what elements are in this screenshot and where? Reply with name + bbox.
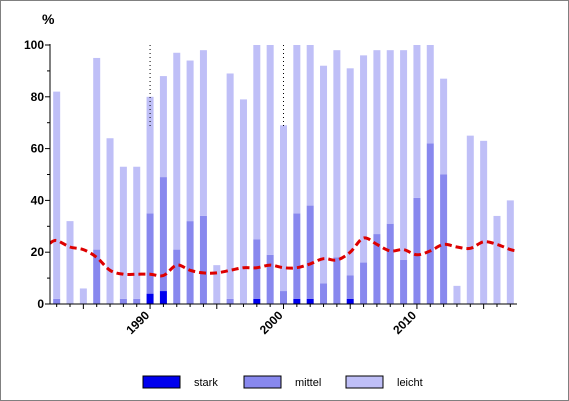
bar-stark-2002 (306, 298, 314, 304)
bar-leicht-1983 (53, 91, 61, 299)
trend-layer (49, 236, 518, 278)
legend: stark mittel leicht (142, 375, 423, 389)
bar-mittel-1986 (93, 249, 101, 304)
bar-stark-1990 (146, 293, 154, 304)
x-tick-label: 2000 (257, 308, 286, 337)
y-tick-label: 0 (37, 297, 44, 311)
dotted-markers-layer (149, 45, 284, 128)
bars-layer (53, 45, 514, 304)
bar-leicht-1984 (66, 221, 74, 304)
bar-leicht-1986 (93, 57, 101, 250)
y-tick-label: 100 (24, 38, 44, 52)
bar-leicht-1990 (146, 96, 154, 214)
bar-leicht-2017 (506, 200, 514, 304)
bar-stark-1998 (253, 298, 261, 304)
legend-swatch-leicht (345, 375, 384, 389)
bar-mittel-1999 (266, 254, 274, 304)
bar-mittel-1993 (186, 221, 194, 304)
bar-leicht-2008 (386, 50, 394, 224)
bar-mittel-2005 (346, 275, 354, 299)
bar-mittel-1988 (119, 298, 127, 304)
bar-leicht-1991 (159, 76, 167, 178)
bar-leicht-1992 (173, 52, 181, 250)
bar-mittel-1992 (173, 249, 181, 304)
bar-mittel-2009 (400, 259, 408, 304)
bar-leicht-2001 (293, 45, 301, 214)
x-tick-label: 2010 (390, 308, 419, 337)
bar-mittel-1996 (226, 298, 234, 304)
bar-mittel-2012 (440, 174, 448, 304)
bar-leicht-2009 (400, 50, 408, 260)
bar-leicht-1998 (253, 45, 261, 240)
bar-mittel-2007 (373, 234, 381, 304)
bar-leicht-2007 (373, 50, 381, 235)
legend-swatch-mittel (243, 375, 282, 389)
bar-leicht-1985 (79, 288, 87, 304)
bar-leicht-2016 (493, 215, 501, 304)
bar-mittel-1983 (53, 298, 61, 304)
bar-leicht-1996 (226, 73, 234, 299)
bar-leicht-1989 (133, 166, 141, 299)
bar-mittel-2004 (333, 257, 341, 304)
bar-leicht-2015 (480, 140, 488, 304)
bar-mittel-1990 (146, 213, 154, 294)
legend-label-leicht: leicht (397, 377, 423, 389)
bar-mittel-1989 (133, 298, 141, 304)
x-tick-label: 1990 (123, 308, 152, 337)
legend-label-stark: stark (194, 377, 218, 389)
bar-mittel-1994 (199, 215, 207, 304)
legend-label-mittel: mittel (295, 377, 321, 389)
bar-leicht-1987 (106, 138, 114, 304)
bar-leicht-1994 (199, 50, 207, 216)
bar-leicht-2004 (333, 50, 341, 258)
y-tick-label: 40 (31, 193, 45, 207)
y-tick-label: 60 (31, 142, 45, 156)
bar-mittel-2011 (426, 143, 434, 304)
bar-leicht-2011 (426, 45, 434, 144)
bar-mittel-2010 (413, 197, 421, 304)
bar-leicht-2013 (453, 285, 461, 304)
bar-stark-1991 (159, 291, 167, 304)
bar-leicht-2010 (413, 45, 421, 198)
trend-line (49, 236, 518, 278)
bar-leicht-1993 (186, 60, 194, 222)
y-tick-label: 80 (31, 90, 45, 104)
x-tick-labels: 1990 2000 2010 (123, 308, 419, 337)
bar-leicht-2002 (306, 45, 314, 206)
bar-mittel-2001 (293, 213, 301, 299)
bar-leicht-2005 (346, 68, 354, 276)
bar-leicht-1999 (266, 45, 274, 255)
bar-leicht-2003 (320, 65, 328, 284)
bar-stark-2005 (346, 298, 354, 304)
bar-leicht-2012 (440, 78, 448, 175)
y-tick-label: 20 (31, 245, 45, 259)
bar-leicht-2000 (280, 125, 287, 292)
bar-mittel-2002 (306, 205, 314, 299)
bar-mittel-2006 (360, 262, 368, 304)
bar-leicht-1995 (213, 265, 221, 304)
y-tick-labels: 0 20 40 60 80 100 (24, 38, 44, 311)
bar-mittel-2008 (386, 223, 394, 304)
bar-mittel-2003 (320, 283, 328, 304)
bar-leicht-2006 (360, 55, 368, 263)
bar-mittel-1991 (159, 177, 167, 292)
bar-leicht-1988 (119, 166, 127, 299)
axes-layer (45, 44, 517, 309)
bar-stark-2001 (293, 298, 301, 304)
bar-mittel-2000 (280, 291, 287, 304)
bar-leicht-2014 (466, 135, 474, 304)
legend-swatch-stark (142, 375, 181, 389)
bar-leicht-1997 (239, 99, 247, 304)
y-unit-label: % (42, 11, 55, 27)
